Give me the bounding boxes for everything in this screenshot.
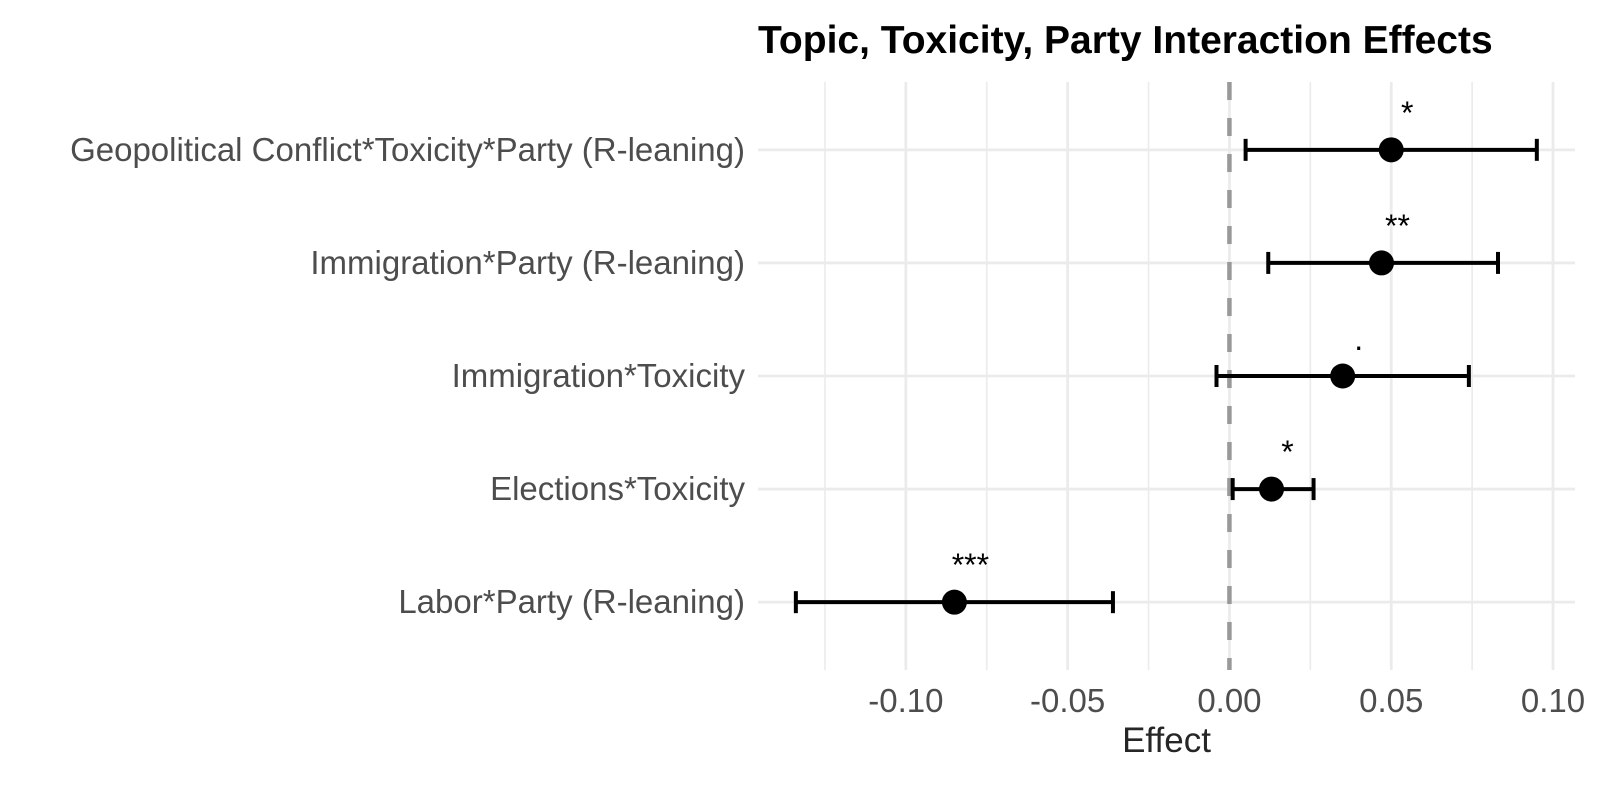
point-estimate	[1330, 363, 1356, 389]
point-estimate	[941, 589, 967, 615]
y-axis-category-label: Elections*Toxicity	[490, 470, 745, 507]
y-axis-category-label: Geopolitical Conflict*Toxicity*Party (R-…	[70, 131, 745, 168]
significance-label: ***	[952, 547, 989, 583]
x-tick-label: 0.10	[1521, 682, 1585, 719]
significance-label: **	[1385, 208, 1410, 244]
x-tick-label: 0.05	[1359, 682, 1423, 719]
x-tick-label: -0.10	[868, 682, 943, 719]
x-tick-label: -0.05	[1030, 682, 1105, 719]
significance-label: *	[1281, 434, 1293, 470]
point-estimate	[1369, 250, 1395, 276]
x-axis-title: Effect	[1122, 721, 1211, 760]
significance-label: *	[1401, 95, 1413, 131]
x-tick-label: 0.00	[1197, 682, 1261, 719]
significance-label: .	[1354, 321, 1363, 357]
chart-title: Topic, Toxicity, Party Interaction Effec…	[758, 19, 1493, 62]
y-axis-category-label: Immigration*Toxicity	[452, 357, 746, 394]
y-axis-category-label: Immigration*Party (R-leaning)	[310, 244, 745, 281]
point-estimate	[1258, 476, 1284, 502]
point-estimate	[1378, 137, 1404, 163]
y-axis-category-label: Labor*Party (R-leaning)	[398, 583, 745, 620]
